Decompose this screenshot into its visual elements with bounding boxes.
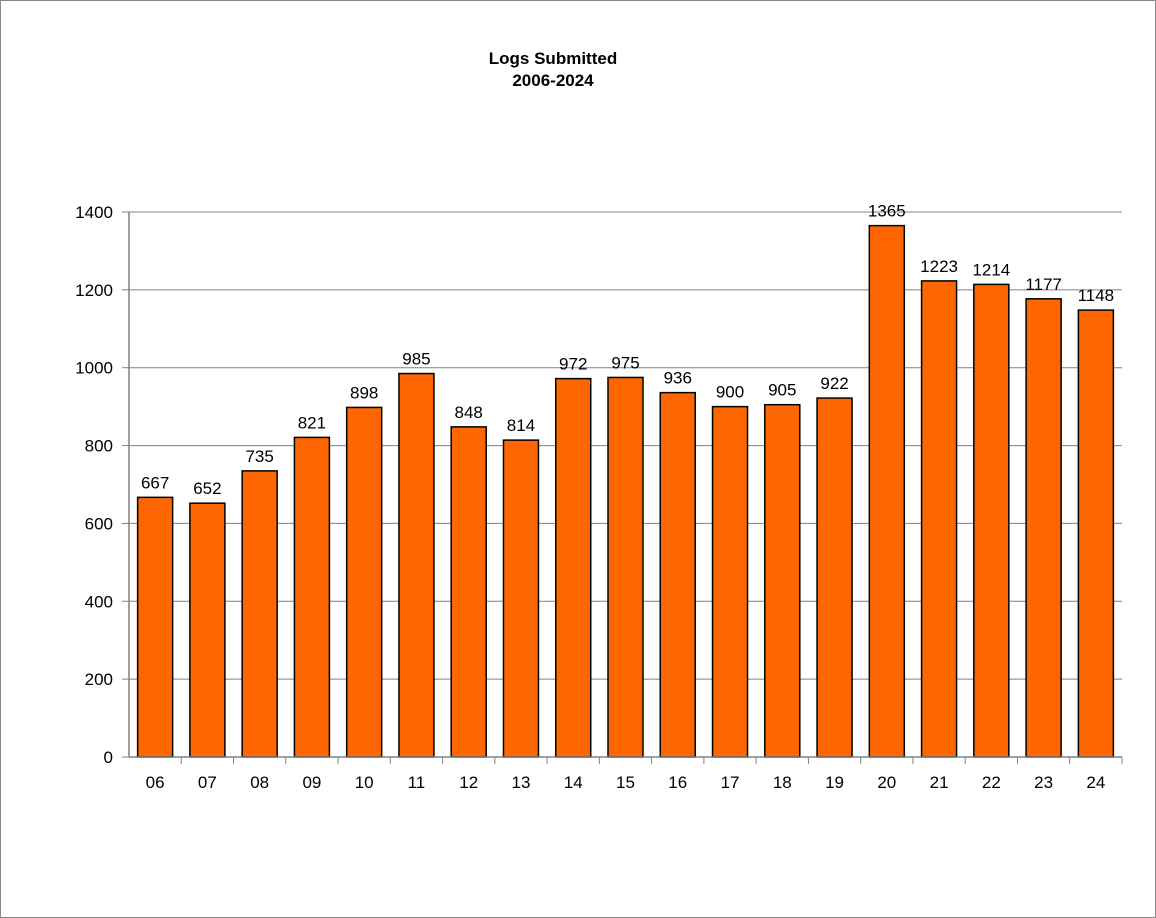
y-tick-label: 1000 — [75, 359, 113, 378]
data-label: 936 — [664, 369, 692, 388]
bar — [659, 391, 697, 758]
y-tick-label: 400 — [85, 592, 113, 611]
bar — [607, 376, 644, 758]
bar — [293, 436, 331, 758]
data-label: 905 — [768, 381, 796, 400]
bar — [345, 406, 383, 758]
x-tick-label: 20 — [877, 773, 896, 792]
data-label: 1177 — [1025, 275, 1062, 294]
bar — [973, 283, 1010, 758]
data-label: 667 — [141, 473, 169, 492]
data-label: 900 — [716, 383, 744, 402]
x-tick-label: 22 — [982, 773, 1001, 792]
data-label: 1365 — [868, 202, 906, 221]
data-label: 972 — [559, 355, 587, 374]
y-tick-label: 1400 — [75, 203, 113, 222]
x-tick-label: 24 — [1086, 773, 1105, 792]
bar — [136, 496, 174, 758]
x-tick-label: 13 — [512, 773, 531, 792]
x-tick-label: 16 — [668, 773, 687, 792]
data-label: 814 — [507, 416, 535, 435]
x-tick-label: 10 — [355, 773, 374, 792]
x-tick-label: 18 — [773, 773, 792, 792]
x-tick-label: 12 — [459, 773, 478, 792]
x-tick-label: 21 — [930, 773, 949, 792]
bar — [398, 372, 435, 758]
bar — [816, 397, 853, 758]
bar — [764, 403, 801, 758]
x-tick-label: 15 — [616, 773, 635, 792]
bar — [502, 439, 540, 758]
data-label: 848 — [455, 403, 483, 422]
x-tick-label: 23 — [1034, 773, 1053, 792]
data-label: 922 — [820, 374, 848, 393]
y-tick-label: 0 — [104, 748, 113, 767]
x-tick-label: 14 — [564, 773, 583, 792]
y-tick-label: 200 — [85, 670, 113, 689]
x-tick-label: 06 — [146, 773, 165, 792]
x-tick-label: 11 — [408, 773, 426, 792]
bar — [711, 405, 749, 758]
data-label: 1223 — [920, 257, 958, 276]
y-tick-label: 600 — [85, 514, 113, 533]
bar — [554, 377, 592, 758]
bar — [241, 470, 278, 758]
x-tick-label: 19 — [825, 773, 844, 792]
data-label: 898 — [350, 383, 378, 402]
chart-title: Logs Submitted — [489, 49, 617, 68]
x-tick-label: 08 — [250, 773, 269, 792]
bar — [450, 426, 487, 758]
bar — [868, 224, 906, 758]
bar — [1077, 309, 1115, 758]
chart-subtitle: 2006-2024 — [512, 71, 594, 90]
data-label: 985 — [402, 350, 430, 369]
data-label: 652 — [193, 479, 221, 498]
x-tick-label: 09 — [302, 773, 321, 792]
bar — [189, 502, 226, 758]
data-label: 821 — [298, 413, 326, 432]
data-label: 975 — [611, 353, 639, 372]
bar — [920, 280, 958, 758]
bar — [1025, 298, 1062, 758]
data-label: 1214 — [972, 260, 1010, 279]
data-label: 735 — [245, 447, 273, 466]
y-tick-label: 1200 — [75, 281, 113, 300]
data-label: 1148 — [1078, 286, 1115, 305]
x-tick-label: 07 — [198, 773, 217, 792]
y-tick-label: 800 — [85, 437, 113, 456]
x-tick-label: 17 — [721, 773, 740, 792]
